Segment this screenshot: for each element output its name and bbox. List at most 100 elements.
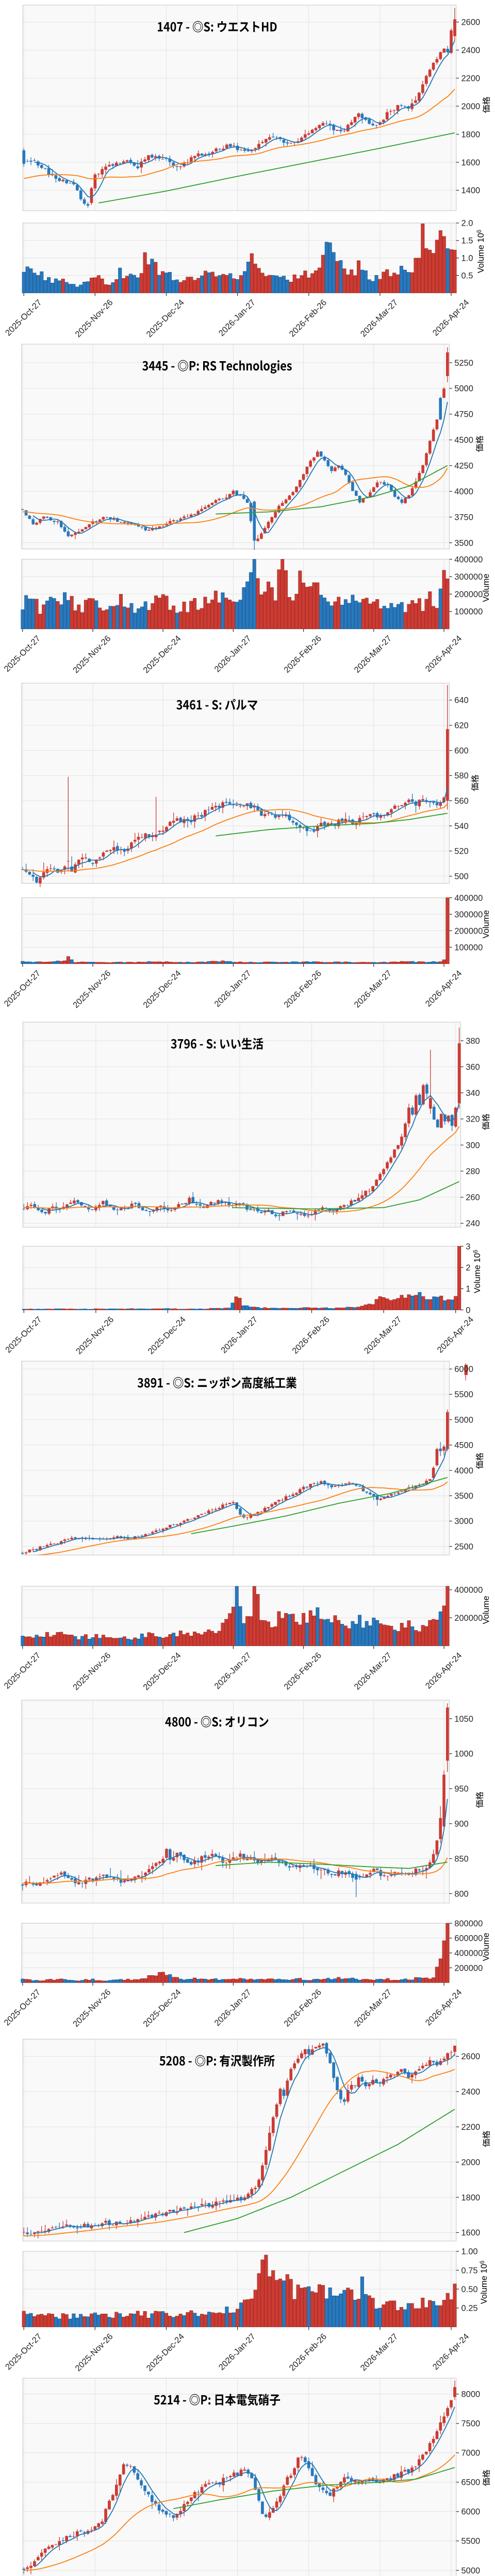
svg-text:400000: 400000	[454, 893, 483, 903]
svg-text:1600: 1600	[461, 2228, 481, 2238]
svg-text:200000: 200000	[454, 1963, 483, 1973]
svg-text:520: 520	[454, 847, 469, 856]
svg-text:Volume 106: Volume 106	[480, 2261, 489, 2304]
svg-text:580: 580	[454, 771, 469, 781]
svg-text:2026-Feb-26: 2026-Feb-26	[288, 2332, 329, 2373]
svg-text:640: 640	[454, 696, 469, 705]
svg-text:2025-Nov-26: 2025-Nov-26	[73, 2332, 114, 2373]
svg-text:Volume: Volume	[482, 1596, 491, 1624]
svg-text:2025-Oct-27: 2025-Oct-27	[3, 634, 43, 674]
svg-text:1400: 1400	[461, 186, 481, 195]
svg-text:3750: 3750	[454, 513, 473, 522]
svg-text:2025-Dec-24: 2025-Dec-24	[141, 1651, 183, 1692]
svg-text:1600: 1600	[461, 158, 481, 167]
svg-text:300000: 300000	[454, 572, 483, 582]
svg-text:2026-Jan-27: 2026-Jan-27	[212, 1988, 253, 2028]
svg-text:600: 600	[454, 746, 469, 755]
svg-text:2025-Oct-27: 2025-Oct-27	[4, 298, 44, 338]
svg-text:2026-Feb-26: 2026-Feb-26	[282, 969, 323, 1010]
svg-text:0.50: 0.50	[461, 2285, 478, 2294]
svg-text:2000: 2000	[461, 2158, 481, 2167]
svg-text:500: 500	[454, 872, 469, 881]
svg-text:2026-Apr-24: 2026-Apr-24	[431, 298, 471, 338]
svg-text:1800: 1800	[461, 130, 481, 139]
svg-text:3000: 3000	[454, 1517, 473, 1526]
svg-text:340: 340	[466, 1089, 480, 1098]
svg-text:360: 360	[466, 1062, 480, 1072]
svg-text:850: 850	[454, 1854, 469, 1863]
svg-text:2026-Apr-24: 2026-Apr-24	[424, 1651, 464, 1691]
svg-text:260: 260	[466, 1193, 480, 1202]
svg-text:4000: 4000	[454, 1466, 473, 1476]
svg-text:2025-Oct-27: 2025-Oct-27	[3, 1988, 43, 2028]
svg-text:2026-Apr-24: 2026-Apr-24	[424, 634, 464, 674]
svg-text:300000: 300000	[454, 910, 483, 919]
svg-text:900: 900	[454, 1820, 469, 1829]
svg-text:540: 540	[454, 822, 469, 831]
svg-text:Volume: Volume	[482, 573, 491, 602]
svg-text:Volume 106: Volume 106	[473, 1250, 482, 1293]
svg-text:1000: 1000	[454, 1750, 473, 1759]
svg-text:1800: 1800	[461, 2193, 481, 2202]
svg-text:320: 320	[466, 1115, 480, 1124]
svg-text:560: 560	[454, 796, 469, 806]
svg-text:2026-Feb-26: 2026-Feb-26	[282, 634, 323, 675]
svg-text:3500: 3500	[454, 538, 473, 548]
svg-text:2026-Mar-27: 2026-Mar-27	[362, 1315, 404, 1356]
svg-text:2026-Jan-27: 2026-Jan-27	[219, 1315, 259, 1355]
svg-text:5000: 5000	[454, 1415, 473, 1425]
svg-text:2026-Jan-27: 2026-Jan-27	[217, 298, 257, 338]
svg-text:2026-Mar-27: 2026-Mar-27	[353, 969, 394, 1010]
svg-text:800: 800	[454, 1889, 469, 1899]
svg-text:5000: 5000	[454, 384, 473, 394]
svg-text:4750: 4750	[454, 410, 473, 419]
svg-text:2025-Dec-24: 2025-Dec-24	[146, 1315, 188, 1356]
svg-text:0.5: 0.5	[461, 271, 473, 280]
svg-text:2026-Jan-27: 2026-Jan-27	[217, 2332, 257, 2372]
svg-text:2025-Oct-27: 2025-Oct-27	[3, 969, 43, 1009]
svg-text:1.5: 1.5	[461, 236, 473, 246]
svg-text:6000: 6000	[461, 2507, 481, 2517]
svg-text:2026-Mar-27: 2026-Mar-27	[359, 298, 400, 339]
svg-text:Volume 106: Volume 106	[476, 230, 486, 273]
svg-text:Volume: Volume	[482, 910, 491, 938]
svg-text:2026-Mar-27: 2026-Mar-27	[353, 1651, 394, 1692]
svg-text:2200: 2200	[461, 2123, 481, 2132]
svg-text:4500: 4500	[454, 436, 473, 445]
svg-text:2026-Apr-24: 2026-Apr-24	[435, 1315, 475, 1355]
svg-text:2025-Oct-27: 2025-Oct-27	[4, 1315, 44, 1355]
svg-text:2025-Nov-26: 2025-Nov-26	[71, 969, 112, 1010]
svg-text:2026-Jan-27: 2026-Jan-27	[212, 969, 253, 1009]
svg-text:2600: 2600	[461, 18, 481, 27]
svg-text:4000: 4000	[454, 487, 473, 496]
svg-text:2025-Nov-26: 2025-Nov-26	[71, 1988, 112, 2029]
svg-text:2025-Nov-26: 2025-Nov-26	[71, 634, 112, 675]
svg-text:2.0: 2.0	[461, 219, 473, 228]
svg-text:800000: 800000	[454, 1919, 483, 1928]
svg-text:7500: 7500	[461, 2419, 481, 2429]
svg-text:2025-Nov-26: 2025-Nov-26	[73, 298, 114, 339]
svg-text:2025-Nov-26: 2025-Nov-26	[71, 1651, 112, 1692]
svg-text:2: 2	[466, 1263, 470, 1273]
svg-text:2600: 2600	[461, 2052, 481, 2061]
svg-text:280: 280	[466, 1167, 480, 1176]
svg-text:2025-Nov-26: 2025-Nov-26	[74, 1315, 116, 1356]
svg-text:6000: 6000	[454, 1365, 473, 1374]
svg-text:300: 300	[466, 1141, 480, 1150]
svg-text:5500: 5500	[454, 1390, 473, 1399]
svg-text:1: 1	[466, 1284, 470, 1294]
svg-text:Volume: Volume	[482, 1933, 491, 1961]
svg-text:0: 0	[466, 1306, 470, 1315]
svg-text:2026-Mar-27: 2026-Mar-27	[359, 2332, 400, 2373]
svg-text:2026-Mar-27: 2026-Mar-27	[353, 634, 394, 675]
svg-text:2200: 2200	[461, 74, 481, 83]
svg-text:2026-Feb-26: 2026-Feb-26	[290, 1315, 332, 1356]
svg-text:2026-Apr-24: 2026-Apr-24	[431, 2332, 471, 2372]
svg-text:5250: 5250	[454, 359, 473, 368]
svg-text:2026-Jan-27: 2026-Jan-27	[212, 1651, 253, 1691]
svg-text:2026-Jan-27: 2026-Jan-27	[212, 634, 253, 674]
svg-text:2025-Dec-24: 2025-Dec-24	[145, 298, 186, 339]
svg-text:600000: 600000	[454, 1934, 483, 1943]
svg-text:3500: 3500	[454, 1492, 473, 1501]
svg-text:200000: 200000	[454, 1614, 483, 1623]
